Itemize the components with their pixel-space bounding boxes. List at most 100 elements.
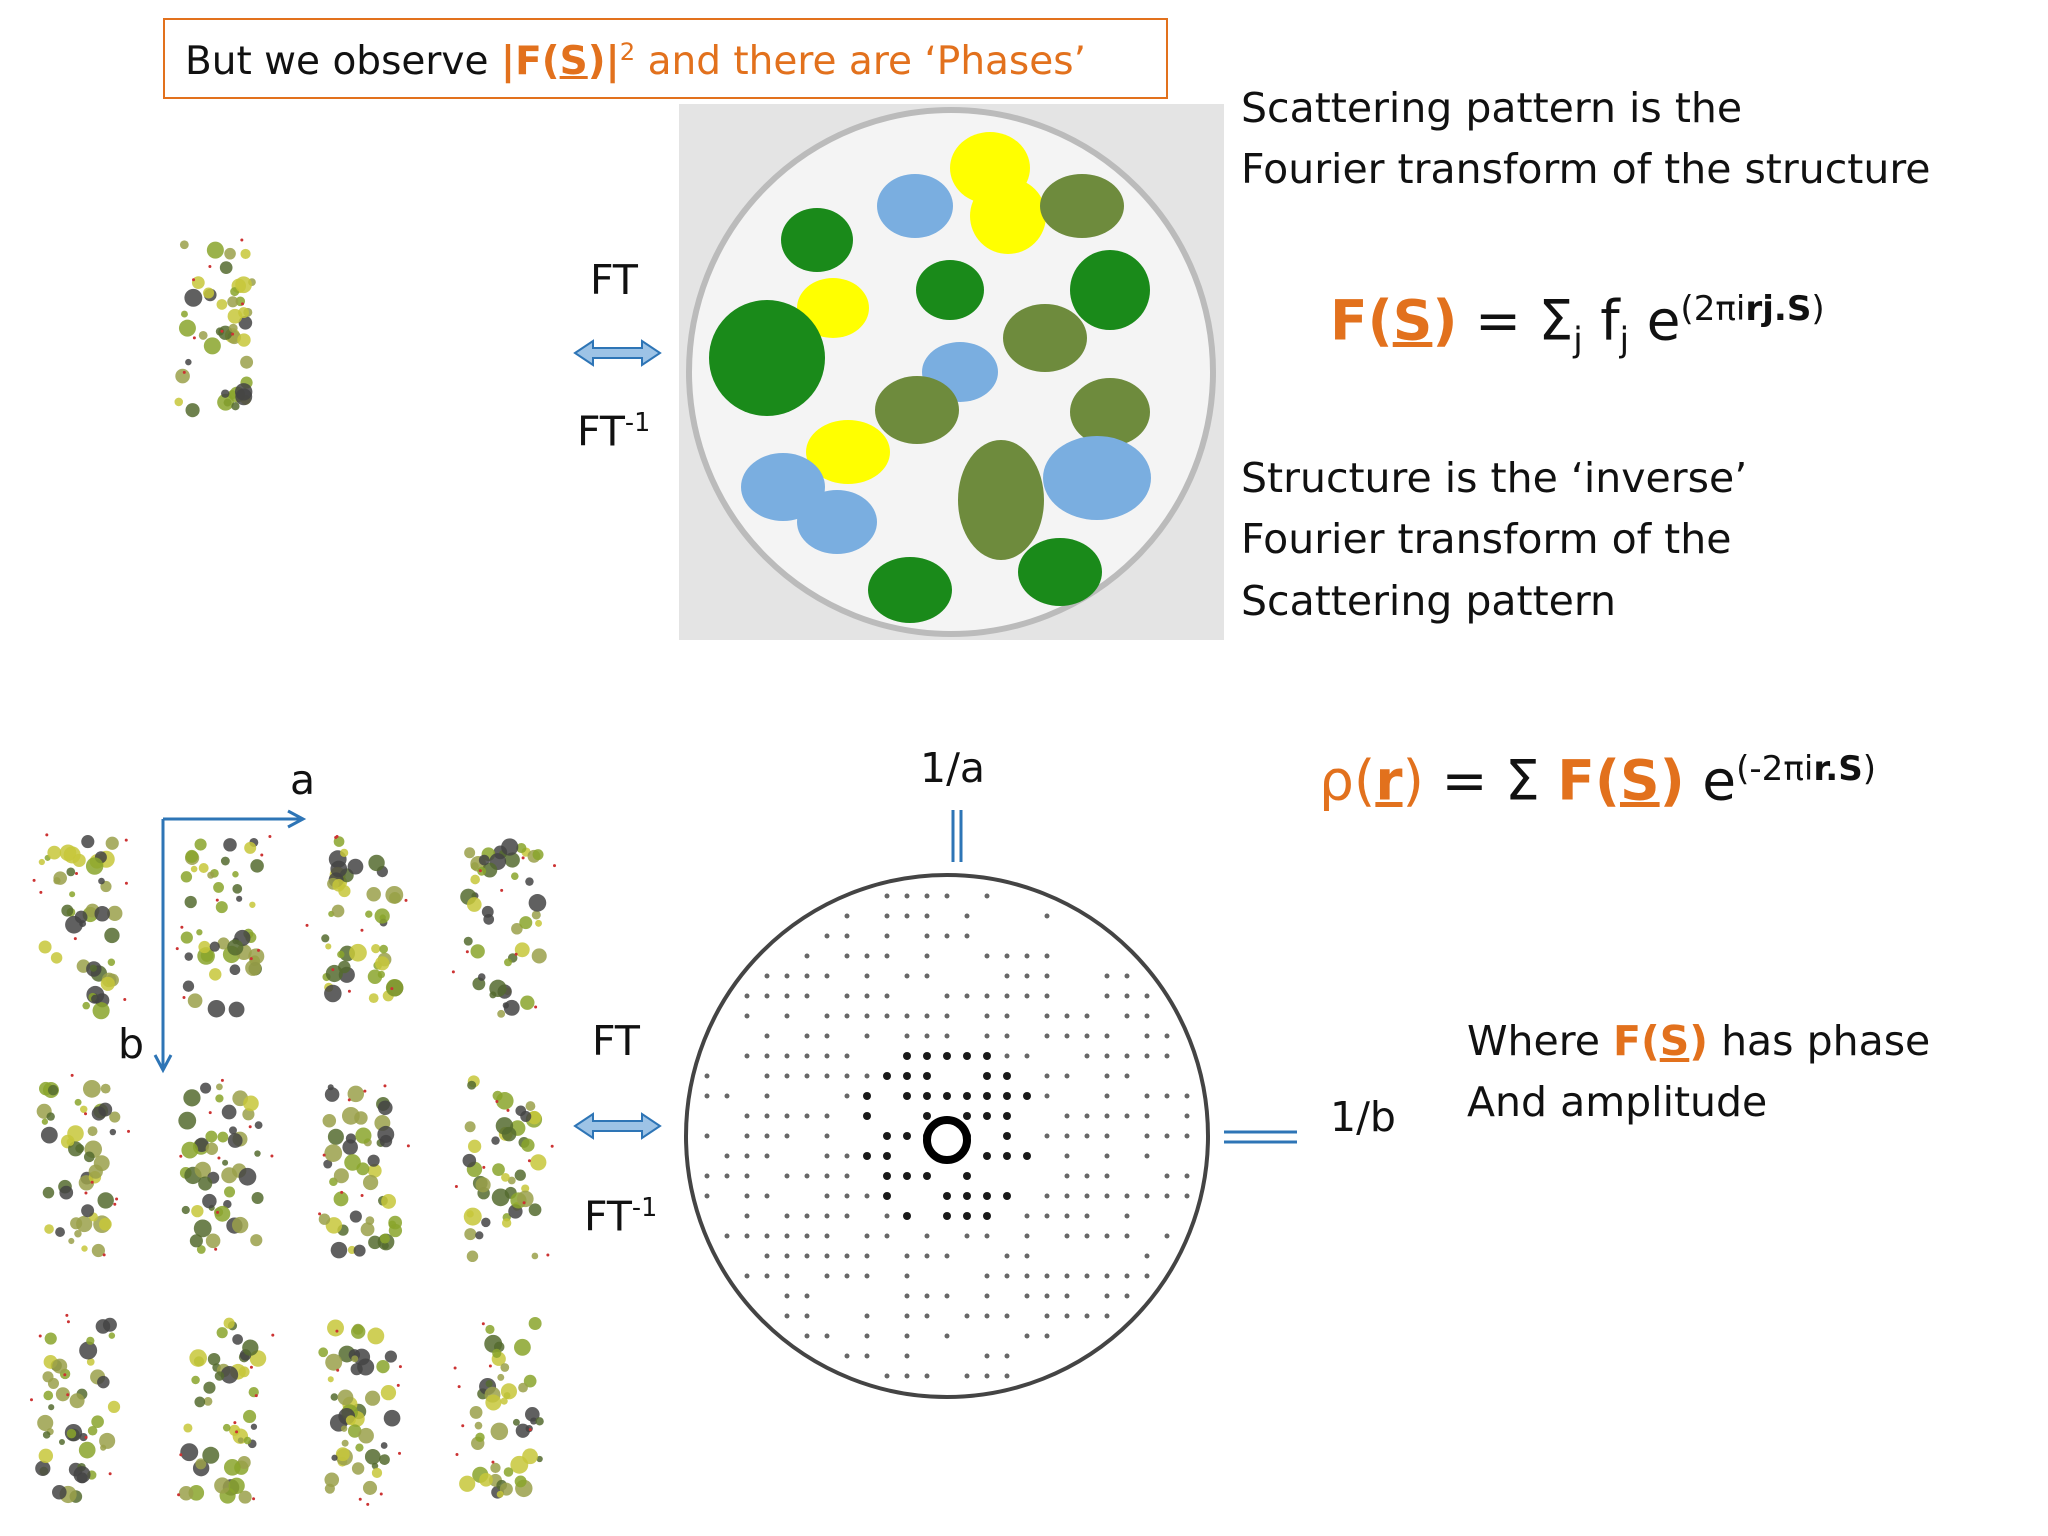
- reflection: [1124, 1053, 1130, 1059]
- pattern-spot: [797, 490, 877, 554]
- reflection: [824, 1213, 830, 1219]
- banner-f: )|: [587, 39, 620, 84]
- reflection: [984, 1033, 990, 1039]
- atom: [67, 1125, 84, 1142]
- reflection: [1104, 993, 1110, 999]
- atom: [504, 958, 512, 967]
- reflection: [903, 1072, 911, 1080]
- atom: [514, 1475, 527, 1488]
- atom: [78, 1441, 96, 1459]
- atom: [512, 1418, 520, 1426]
- atom: [94, 906, 110, 922]
- reflection: [824, 1053, 830, 1059]
- reflection: [983, 1092, 991, 1100]
- atom: [184, 952, 193, 961]
- reflection: [1104, 1093, 1110, 1099]
- atom: [91, 1243, 106, 1258]
- atom: [219, 261, 233, 274]
- reflection: [1004, 953, 1010, 959]
- atom: [82, 1079, 101, 1098]
- reflection: [1064, 1113, 1070, 1119]
- atom: [388, 1220, 397, 1229]
- atom: [102, 1253, 106, 1257]
- atom: [365, 910, 373, 918]
- formula-part: j: [1619, 320, 1630, 361]
- reflection: [784, 1233, 790, 1239]
- pattern-spot: [1018, 538, 1102, 606]
- reflection: [844, 1213, 850, 1219]
- atom: [463, 1207, 482, 1226]
- atom: [181, 1141, 199, 1159]
- reflection: [924, 933, 930, 939]
- reflection: [923, 1092, 931, 1100]
- atom: [192, 278, 196, 282]
- atom: [528, 894, 547, 912]
- reflection: [924, 1293, 930, 1299]
- atom: [491, 1460, 495, 1464]
- formula-part: = Σ: [1474, 288, 1574, 353]
- atom: [47, 1084, 59, 1096]
- formula-part: F(: [1330, 288, 1393, 353]
- reflection: [1084, 1233, 1090, 1239]
- reflection: [1064, 1213, 1070, 1219]
- atom: [68, 1237, 75, 1245]
- atom: [466, 897, 482, 912]
- ft-inv-sup: -1: [631, 1192, 658, 1222]
- atom: [240, 355, 254, 369]
- atom: [236, 895, 243, 902]
- reflection: [1024, 953, 1030, 959]
- atom: [208, 1111, 212, 1115]
- atom: [185, 849, 199, 863]
- note-part: S: [1659, 1017, 1690, 1065]
- molecule: [451, 838, 557, 1018]
- reflection: [844, 1073, 850, 1079]
- atom: [248, 1125, 252, 1129]
- reflection: [804, 1053, 810, 1059]
- reflection: [904, 1033, 910, 1039]
- reflection: [724, 1153, 730, 1159]
- reflection: [824, 1033, 830, 1039]
- reflection: [1064, 1293, 1070, 1299]
- reflection: [1144, 1253, 1150, 1259]
- atom: [489, 979, 507, 998]
- atom: [81, 835, 95, 849]
- formula-part: S: [1392, 288, 1433, 353]
- reflection: [804, 1033, 810, 1039]
- atom: [360, 1194, 364, 1198]
- atom: [178, 1485, 194, 1501]
- atom: [81, 1204, 95, 1218]
- atom: [337, 1389, 354, 1406]
- atom: [191, 1375, 200, 1385]
- atom: [194, 1396, 206, 1408]
- reflection: [1104, 1053, 1110, 1059]
- reflection: [1124, 1073, 1130, 1079]
- reflection: [1024, 1293, 1030, 1299]
- reflection: [1024, 1333, 1030, 1339]
- reflection: [1144, 1033, 1150, 1039]
- atom: [531, 948, 547, 964]
- atom: [325, 943, 332, 950]
- reflection: [904, 1373, 910, 1379]
- reflection: [883, 1152, 891, 1160]
- atom: [256, 948, 260, 952]
- reflection: [884, 993, 890, 999]
- reflection: [1024, 1273, 1030, 1279]
- atom: [237, 333, 251, 347]
- reflection: [764, 1153, 770, 1159]
- reflection: [1044, 1033, 1050, 1039]
- reflection: [844, 1153, 850, 1159]
- reflection: [864, 993, 870, 999]
- formula-part: = Σ: [1441, 748, 1540, 813]
- atom: [97, 1192, 114, 1209]
- atom: [500, 1363, 510, 1372]
- pattern-spot: [875, 376, 959, 444]
- reflection: [1064, 1273, 1070, 1279]
- atom: [66, 867, 76, 877]
- atom: [98, 877, 105, 885]
- reflection: [964, 993, 970, 999]
- atom: [65, 1313, 69, 1317]
- atom: [249, 957, 253, 961]
- reflection: [1124, 1293, 1130, 1299]
- pattern-spot: [797, 278, 869, 338]
- reflection: [903, 1172, 911, 1180]
